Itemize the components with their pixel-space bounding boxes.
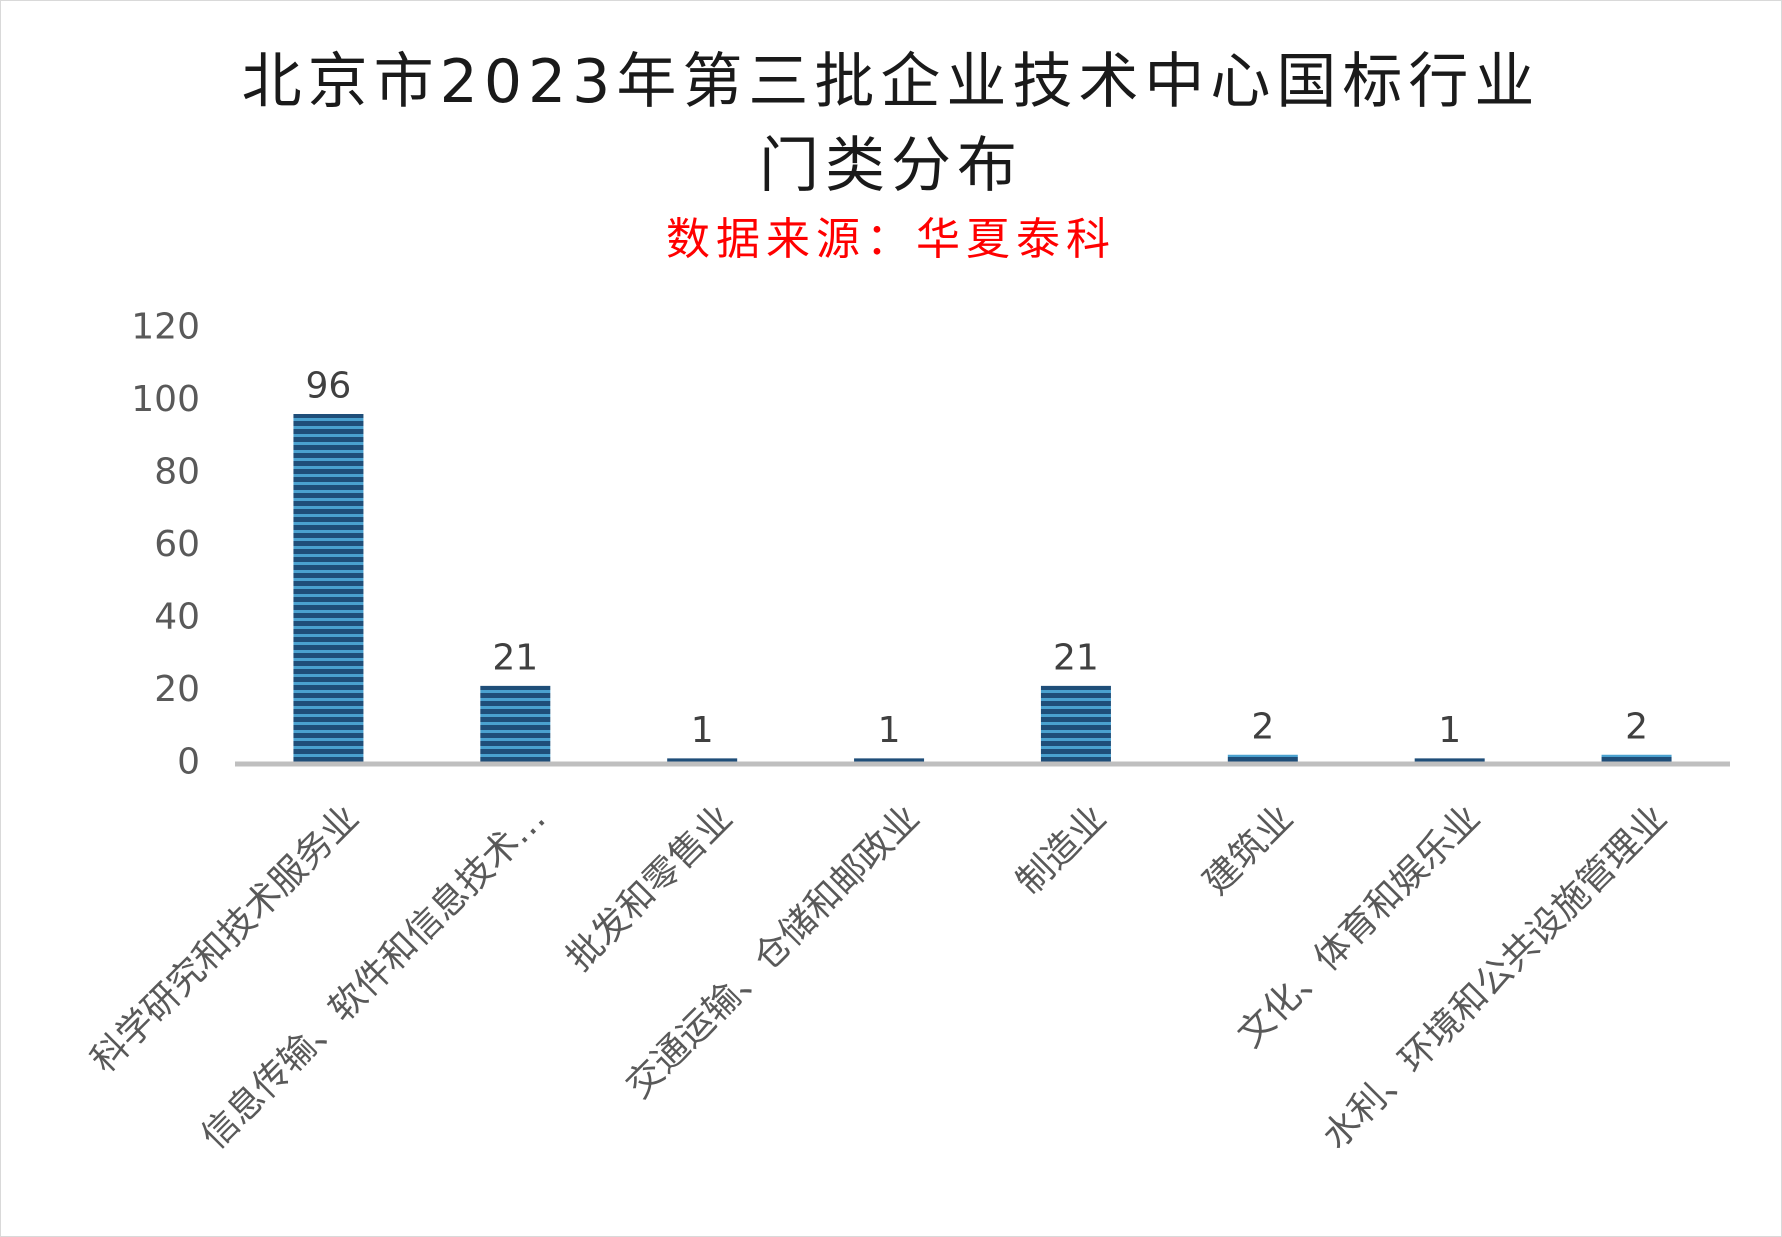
category-label: 制造业 bbox=[1009, 797, 1114, 902]
data-label: 2 bbox=[1625, 706, 1648, 747]
y-tick-label: 100 bbox=[131, 379, 200, 420]
bar bbox=[1601, 754, 1672, 762]
y-tick-label: 40 bbox=[154, 597, 200, 638]
category-label: 信息传输、软件和信息技术… bbox=[194, 797, 554, 1157]
chart-title-line-2: 门类分布 bbox=[759, 131, 1023, 201]
bar bbox=[667, 758, 738, 762]
bar bbox=[1227, 754, 1298, 762]
y-tick-label: 60 bbox=[154, 524, 200, 565]
category-label: 水利、环境和公共设施管理业 bbox=[1315, 797, 1675, 1157]
bar bbox=[1414, 758, 1485, 762]
data-label: 21 bbox=[1053, 637, 1099, 678]
y-axis-tick-labels: 0 20 40 60 80 100 120 bbox=[131, 307, 200, 783]
chart-subtitle: 数据来源：华夏泰科 bbox=[666, 214, 1116, 265]
bar bbox=[1040, 685, 1111, 762]
category-label: 批发和零售业 bbox=[559, 797, 741, 979]
bar bbox=[293, 414, 364, 762]
y-tick-label: 80 bbox=[154, 452, 200, 493]
bar bbox=[480, 685, 551, 762]
category-label: 建筑业 bbox=[1196, 797, 1301, 902]
data-label: 1 bbox=[691, 710, 714, 751]
data-label: 2 bbox=[1251, 706, 1274, 747]
data-label: 96 bbox=[306, 366, 352, 407]
chart-title-line-1: 北京市2023年第三批企业技术中心国标行业 bbox=[241, 47, 1541, 117]
y-tick-label: 0 bbox=[177, 742, 200, 783]
y-tick-label: 120 bbox=[131, 307, 200, 348]
data-label: 1 bbox=[1438, 710, 1461, 751]
bar bbox=[854, 758, 925, 762]
data-label: 1 bbox=[878, 710, 901, 751]
y-tick-label: 20 bbox=[154, 669, 200, 710]
data-label: 21 bbox=[492, 637, 538, 678]
bar-series bbox=[293, 414, 1672, 762]
